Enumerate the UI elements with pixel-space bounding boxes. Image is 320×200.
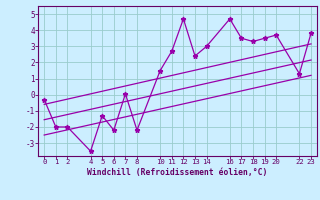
X-axis label: Windchill (Refroidissement éolien,°C): Windchill (Refroidissement éolien,°C) [87,168,268,177]
